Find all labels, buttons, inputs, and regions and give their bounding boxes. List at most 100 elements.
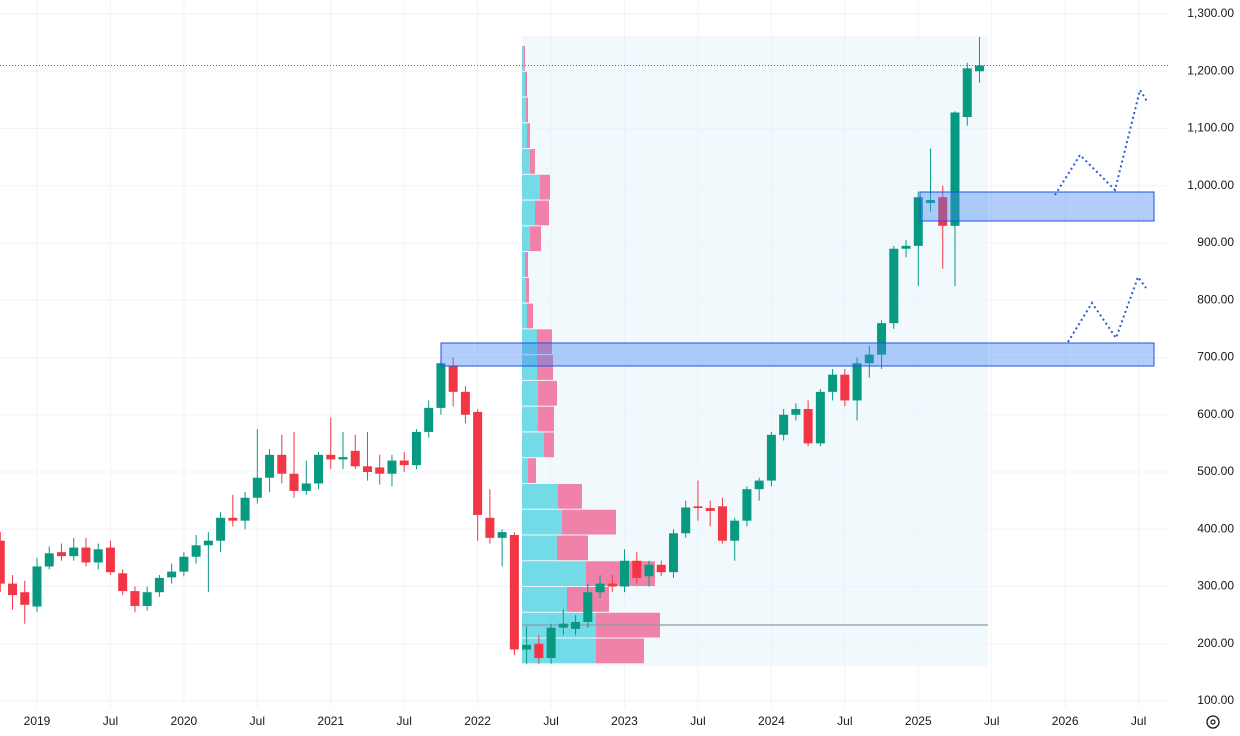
y-tick-label: 1,000.00 <box>1187 178 1234 192</box>
y-tick-label: 900.00 <box>1197 235 1234 249</box>
candle-body <box>803 409 813 444</box>
candle-body <box>938 197 948 226</box>
candle-body <box>314 454 324 484</box>
candle-body <box>974 65 984 72</box>
candle-body <box>864 354 874 364</box>
candle-body <box>497 532 507 538</box>
candle-body <box>717 506 727 541</box>
candle-body <box>607 583 617 587</box>
candle-body <box>656 564 666 573</box>
vp-down <box>527 303 533 329</box>
projection <box>1054 87 1149 196</box>
candle-body <box>167 571 177 578</box>
settings-icon[interactable] <box>1206 715 1220 729</box>
candle-body <box>105 547 115 573</box>
candle-body <box>8 583 18 596</box>
candle-body <box>913 197 923 246</box>
x-tick-label: 2026 <box>1052 714 1079 728</box>
x-tick-label: Jul <box>397 714 412 728</box>
candle-body <box>571 621 581 629</box>
vp-up <box>522 561 586 586</box>
vp-down <box>526 277 529 303</box>
vp-down <box>526 97 528 123</box>
vp-down <box>562 509 616 535</box>
x-tick-label: 2020 <box>171 714 198 728</box>
vp-down <box>537 329 552 355</box>
candle-body <box>926 200 936 203</box>
candle-body <box>901 245 911 249</box>
vp-down <box>538 380 557 406</box>
vp-down <box>530 149 535 174</box>
candle-body <box>44 553 54 567</box>
candle-body <box>791 409 801 415</box>
candle-body <box>681 507 691 534</box>
vp-down <box>530 226 541 252</box>
candle-body <box>326 454 336 460</box>
vp-up <box>522 45 524 71</box>
vp-down <box>535 200 549 226</box>
candle-body <box>142 592 152 606</box>
y-tick-label: 1,200.00 <box>1187 63 1234 77</box>
candle-body <box>130 591 140 606</box>
candle-body <box>20 592 30 605</box>
candle-body <box>583 592 593 622</box>
candle-body <box>118 573 128 592</box>
candle-body <box>595 583 605 593</box>
candle-body <box>350 450 360 467</box>
vp-down <box>558 483 582 509</box>
candle-body <box>240 497 250 521</box>
candle-body <box>265 454 275 478</box>
axes: 1,300.00 1,200.00 1,100.00 1,000.00 900.00 80… <box>24 6 1235 728</box>
candle-body <box>534 643 544 659</box>
candle-body <box>632 560 642 578</box>
candle-body <box>81 547 91 563</box>
candle-body <box>56 552 66 557</box>
candle-body <box>387 460 397 474</box>
x-tick-label: Jul <box>103 714 118 728</box>
candle-body <box>436 363 446 408</box>
candle-body <box>852 363 862 401</box>
projection <box>1067 274 1147 343</box>
candle-body <box>0 540 5 584</box>
candle-body <box>289 473 299 491</box>
vp-down <box>544 432 554 458</box>
y-tick-label: 800.00 <box>1197 292 1234 306</box>
candle-body <box>301 483 311 491</box>
candle-body <box>815 391 825 444</box>
candle-body <box>877 323 887 355</box>
volume-profile <box>522 45 660 664</box>
candle-body <box>840 374 850 401</box>
candle-body <box>828 374 838 392</box>
x-tick-label: 2019 <box>24 714 51 728</box>
zone <box>440 342 1155 367</box>
x-tick-label: Jul <box>250 714 265 728</box>
x-tick-label: Jul <box>690 714 705 728</box>
y-tick-label: 500.00 <box>1197 464 1234 478</box>
candle-body <box>93 549 103 563</box>
candle-body <box>693 506 703 509</box>
candle-body <box>424 407 434 432</box>
candle-body <box>216 517 226 541</box>
x-tick-label: Jul <box>1131 714 1146 728</box>
candle-body <box>705 508 715 511</box>
vp-up <box>522 71 525 97</box>
y-tick-label: 700.00 <box>1197 350 1234 364</box>
candle-body <box>228 517 238 521</box>
vp-up <box>522 226 530 252</box>
x-tick-label: 2021 <box>317 714 344 728</box>
candle-body <box>411 431 421 466</box>
candles <box>0 36 1170 664</box>
candle-body <box>546 627 556 659</box>
candle-body <box>338 457 348 460</box>
vp-up <box>522 355 537 380</box>
y-tick-label: 1,100.00 <box>1187 121 1234 135</box>
vp-down <box>557 535 588 561</box>
vp-up <box>522 432 544 458</box>
vp-up <box>522 123 527 149</box>
candle-body <box>730 520 740 541</box>
candle-body <box>644 564 654 577</box>
vp-up <box>522 97 526 123</box>
candle-body <box>277 454 287 474</box>
candle-body <box>448 366 458 392</box>
